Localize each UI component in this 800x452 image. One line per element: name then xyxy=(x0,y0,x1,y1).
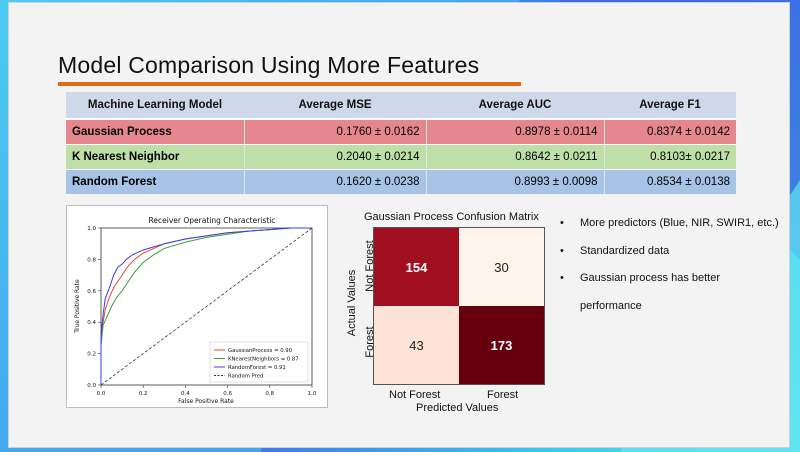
y-tick-label: 0.2 xyxy=(87,352,96,358)
cell-mse: 0.2040 ± 0.0214 xyxy=(243,144,426,170)
header-f1: Average F1 xyxy=(604,92,736,120)
legend-label: Random Pred xyxy=(228,374,263,380)
roc-series-line xyxy=(100,227,313,386)
cm-cell-fn: 43 xyxy=(374,306,459,384)
cell-mse: 0.1620 ± 0.0238 xyxy=(243,169,426,194)
x-tick-label: 0.4 xyxy=(181,391,190,397)
bullet-item-continuation: performance xyxy=(580,299,642,312)
roc-legend-box xyxy=(209,341,309,383)
roc-chart: Receiver Operating Characteristic 0.0 0.2… xyxy=(66,205,328,408)
cm-row-label-not-forest: Not Forest xyxy=(364,240,376,292)
cm-ylabel: Actual Values xyxy=(346,269,358,337)
roc-legend: GaussianProcess = 0.90 KNearestNeighbors… xyxy=(209,341,309,383)
bullet-item: Gaussian process has better xyxy=(560,265,779,293)
y-tick-label: 0.6 xyxy=(87,289,96,295)
cell-model: K Nearest Neighbor xyxy=(66,144,244,170)
table-row: Random Forest 0.1620 ± 0.0238 0.8993 ± 0… xyxy=(66,169,736,194)
cell-model: Gaussian Process xyxy=(66,118,244,145)
roc-lines xyxy=(100,227,313,386)
cell-auc: 0.8993 ± 0.0098 xyxy=(425,169,604,194)
cell-auc: 0.8642 ± 0.0211 xyxy=(425,144,604,170)
roc-series-line xyxy=(100,227,312,385)
x-tick-label: 0.6 xyxy=(223,391,232,397)
x-tick-label: 0.8 xyxy=(265,391,274,397)
cm-cell-fp: 30 xyxy=(459,228,544,306)
roc-chart-svg: Receiver Operating Characteristic 0.0 0.2… xyxy=(74,216,317,405)
comparison-table: Machine Learning Model Average MSE Avera… xyxy=(66,92,736,194)
header-model: Machine Learning Model xyxy=(66,92,244,120)
table-row: K Nearest Neighbor 0.2040 ± 0.0214 0.864… xyxy=(66,144,736,170)
cm-cell-tn: 154 xyxy=(374,228,459,306)
title-underline xyxy=(58,82,521,86)
roc-y-ticks: 0.0 0.2 0.4 0.6 0.8 1.0 xyxy=(87,226,101,389)
y-tick-label: 0.4 xyxy=(87,320,96,326)
roc-xlabel: False Positive Rate xyxy=(178,398,234,405)
confusion-matrix-title: Gaussian Process Confusion Matrix xyxy=(364,211,539,223)
cell-f1: 0.8534 ± 0.0138 xyxy=(603,169,736,194)
roc-x-ticks: 0.0 0.2 0.4 0.6 0.8 1.0 xyxy=(97,385,317,397)
roc-plot-frame xyxy=(100,227,313,386)
bullet-item: More predictors (Blue, NIR, SWIR1, etc.) xyxy=(560,210,779,238)
roc-title: Receiver Operating Characteristic xyxy=(149,216,276,225)
legend-label: RandomForest = 0.91 xyxy=(228,365,286,371)
confusion-matrix: 154 30 43 173 xyxy=(373,227,545,385)
cm-col-label-forest: Forest xyxy=(487,389,519,401)
y-tick-label: 1.0 xyxy=(87,226,96,232)
cell-f1: 0.8374 ± 0.0142 xyxy=(603,118,736,145)
page-title: Model Comparison Using More Features xyxy=(58,52,480,78)
cm-xlabel: Predicted Values xyxy=(416,402,499,414)
cell-model: Random Forest xyxy=(66,169,244,194)
cell-f1: 0.8103± 0.0217 xyxy=(603,144,736,170)
cm-cell-tp: 173 xyxy=(459,306,544,384)
legend-label: GaussianProcess = 0.90 xyxy=(228,348,293,354)
x-tick-label: 0.2 xyxy=(139,391,148,397)
legend-label: KNearestNeighbors = 0.87 xyxy=(228,357,299,363)
x-tick-label: 1.0 xyxy=(308,391,317,397)
table-row: Gaussian Process 0.1760 ± 0.0162 0.8978 … xyxy=(66,118,736,145)
cell-auc: 0.8978 ± 0.0114 xyxy=(425,118,604,145)
x-tick-label: 0.0 xyxy=(97,391,106,397)
cm-row-label-forest: Forest xyxy=(364,326,376,358)
bullet-item: Standardized data xyxy=(560,238,779,266)
roc-ylabel: True Positive Rate xyxy=(74,279,81,334)
y-tick-label: 0.8 xyxy=(87,257,96,263)
bullet-list: More predictors (Blue, NIR, SWIR1, etc.)… xyxy=(560,210,779,320)
cm-col-label-not-forest: Not Forest xyxy=(389,389,441,401)
header-mse: Average MSE xyxy=(244,92,426,120)
cell-mse: 0.1760 ± 0.0162 xyxy=(243,118,426,145)
header-auc: Average AUC xyxy=(426,92,604,120)
table-header-row: Machine Learning Model Average MSE Avera… xyxy=(66,92,736,120)
y-tick-label: 0.0 xyxy=(87,383,96,389)
